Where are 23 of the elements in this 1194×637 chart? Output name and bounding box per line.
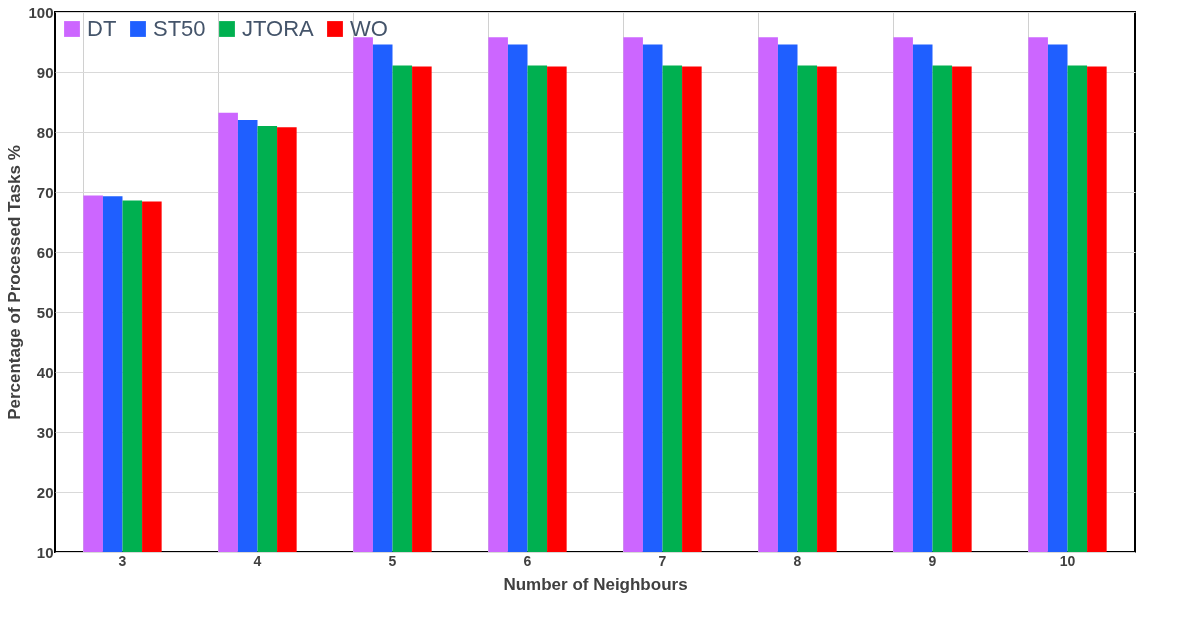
- y-tick-label: 40: [36, 363, 54, 381]
- x-axis-title: Number of Neighbours: [503, 574, 688, 594]
- y-tick-label: 50: [36, 303, 54, 321]
- x-tick-label: 7: [658, 552, 667, 569]
- y-axis-title: Percentage of Processed Tasks %: [5, 145, 25, 420]
- x-tick-label: 8: [793, 552, 802, 569]
- x-tick-label: 9: [928, 552, 937, 569]
- legend-label: JTORA: [242, 16, 315, 41]
- y-tick-label: 60: [36, 243, 54, 261]
- y-tick-label: 30: [36, 423, 54, 441]
- y-tick-label: 80: [36, 123, 54, 141]
- legend-label: ST50: [153, 16, 206, 41]
- x-tick-label: 4: [253, 552, 262, 569]
- y-tick-label: 70: [36, 183, 54, 201]
- x-tick-label: 6: [523, 552, 532, 569]
- y-tick-label: 90: [36, 63, 54, 81]
- y-tick-label: 20: [36, 483, 54, 501]
- y-tick-label: 100: [28, 3, 54, 21]
- x-tick-label: 5: [388, 552, 397, 569]
- x-tick-label: 3: [118, 552, 127, 569]
- x-tick-label: 10: [1059, 552, 1076, 569]
- legend-label: DT: [87, 16, 117, 41]
- legend-label: WO: [350, 16, 388, 41]
